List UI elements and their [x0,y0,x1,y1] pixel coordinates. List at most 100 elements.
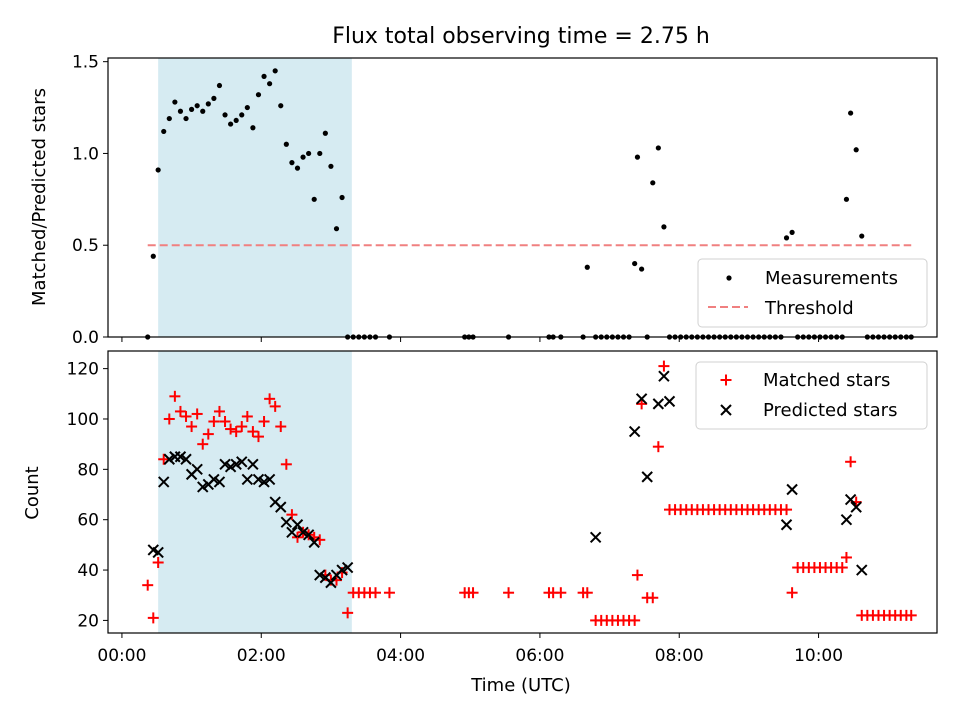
predicted-star-point [635,393,648,405]
measurement-point [639,266,645,272]
matched-star-point [180,410,192,422]
measurement-point [205,101,211,107]
predicted-star-point [224,461,237,473]
measurement-point [322,130,328,136]
matched-star-point [905,609,917,621]
legend-predicted-cross [720,404,732,416]
matched-star-point [370,587,382,599]
matched-star-point [197,438,209,450]
matched-star-point [258,416,270,427]
top-y-axis-label: Matched/Predicted stars [29,88,50,306]
predicted-star-point [341,561,354,574]
bottom-shaded-span [158,351,352,633]
measurement-point [311,196,317,202]
measurement-point [228,121,234,127]
measurement-point [239,112,245,118]
measurement-point [783,235,790,241]
predicted-star-point [297,526,309,538]
chart-title: Flux total observing time = 2.75 h [332,24,710,49]
predicted-star-point [236,456,248,468]
matched-star-point [555,587,567,599]
matched-star-point [186,421,198,433]
matched-star-point [213,405,225,417]
measurement-point [650,180,656,186]
measurement-point [172,99,178,105]
top-plot-frame [107,57,938,338]
matched-star-point [269,400,281,412]
x-tick-label: 10:00 [794,646,843,666]
measurement-point [289,160,295,166]
legend-matched-marker [720,374,732,386]
matched-star-point [202,428,214,440]
top-x-ticks [121,337,820,342]
matched-star-point [286,509,298,521]
matched-star-point [781,504,793,516]
bottom-y-axis: 20 40 60 80 100 120 [67,360,108,631]
predicted-star-point [302,529,315,541]
legend-measurement-marker [726,275,732,281]
matched-star-point [840,551,852,563]
predicted-star-point [275,501,287,513]
top-shaded-span [158,58,352,337]
measurement-point [188,106,195,112]
bottom-y-axis-label: Count [22,466,43,519]
measurement-point [183,115,189,122]
predicted-star-point [844,493,857,506]
matched-star-point [247,426,259,438]
matched-star-point [503,587,515,599]
predicted-star-point [247,458,259,471]
bottom-legend-box [695,361,928,430]
top-ytick-label: 0.0 [72,328,99,348]
matched-star-point [158,453,170,465]
predicted-star-point [258,476,270,488]
matched-star-point [631,569,643,581]
bottom-ytick-label: 120 [67,360,99,380]
legend-measurements: Measurements [765,268,898,289]
measurement-point [328,163,334,169]
measurement-point [789,229,795,235]
matched-star-point [147,612,159,624]
predicted-star-point [197,481,209,493]
bottom-ytick-label: 100 [67,410,99,430]
predicted-star-point [780,519,793,531]
measurement-point [216,82,223,89]
predicted-star-point [663,395,676,408]
measurement-point [843,196,850,202]
matched-star-point [230,426,242,438]
measurement-point [166,115,172,122]
predicted-star-point [786,483,798,496]
measurement-point [294,165,301,171]
top-ytick-label: 0.5 [72,236,99,256]
measurement-point [261,73,267,79]
predicted-star-point [263,473,276,486]
predicted-star-point [174,451,187,463]
measurement-point [278,103,284,109]
measurement-point [584,264,590,270]
top-ytick-label: 1.0 [72,144,99,164]
predicted-star-point [152,546,164,559]
legend-predicted-marker [720,404,732,416]
measurement-point [250,125,256,131]
measurement-point [150,253,156,259]
matched-star-point [219,416,231,427]
predicted-star-point [252,473,265,486]
predicted-star-point [291,519,304,531]
measurement-points [145,68,914,340]
x-tick-label: 04:00 [376,646,425,666]
predicted-star-point [191,463,203,476]
matched-star-point [342,607,354,619]
top-panel: 0.0 0.5 1.0 1.5 Matched/Predicted stars Mea… [29,53,938,348]
matched-star-point [264,393,276,405]
matched-stars-points [142,360,917,626]
bottom-x-axis: 00:00 02:00 04:00 06:00 08:00 10:00 [97,633,843,666]
matched-star-point [163,413,175,425]
matched-star-point [836,562,848,574]
measurement-point [306,150,312,157]
predicted-stars-points [147,370,868,589]
matched-star-point [581,587,593,599]
measurement-point [267,81,273,87]
measurement-point [272,68,278,74]
matched-star-point [658,360,670,372]
matched-star-point [208,416,220,427]
bottom-ytick-label: 80 [77,460,99,480]
